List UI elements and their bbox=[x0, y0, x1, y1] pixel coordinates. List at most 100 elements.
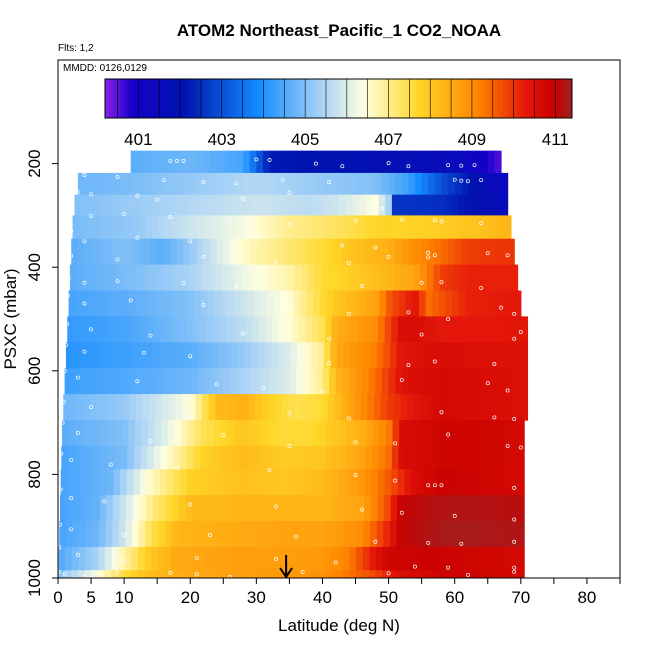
sample-point bbox=[141, 350, 146, 355]
heat-cell bbox=[469, 521, 477, 548]
heat-cell bbox=[469, 495, 478, 522]
heat-cell bbox=[491, 290, 499, 318]
heat-cell bbox=[329, 368, 337, 395]
heat-cell bbox=[270, 215, 279, 240]
heat-cell bbox=[170, 172, 178, 196]
heat-cell bbox=[249, 368, 257, 395]
heat-cell bbox=[326, 290, 334, 318]
heat-cell bbox=[116, 264, 124, 292]
heat-cell bbox=[424, 316, 432, 343]
heat-cell bbox=[403, 521, 411, 548]
heat-cell bbox=[229, 368, 238, 395]
heat-cell bbox=[249, 150, 257, 174]
colorbar-cell bbox=[120, 79, 125, 118]
heat-cell bbox=[157, 172, 165, 196]
heat-cell bbox=[397, 316, 406, 343]
heat-cell bbox=[247, 290, 255, 318]
heat-cell bbox=[303, 521, 312, 548]
heat-cell bbox=[286, 290, 294, 318]
sample-point bbox=[459, 178, 464, 183]
heat-cell bbox=[77, 570, 86, 578]
heat-cell bbox=[137, 238, 145, 266]
heat-cell bbox=[102, 264, 111, 292]
heat-cell bbox=[322, 150, 330, 174]
heat-cell bbox=[183, 368, 191, 395]
heat-cell bbox=[428, 546, 437, 571]
heat-cell bbox=[177, 150, 185, 174]
colorbar-cell bbox=[280, 79, 285, 118]
heat-cell bbox=[342, 546, 351, 571]
heat-cell bbox=[487, 150, 495, 174]
heat-cell bbox=[128, 290, 136, 318]
heat-cell bbox=[137, 368, 145, 395]
heat-cell bbox=[458, 290, 466, 318]
heat-cell bbox=[490, 316, 498, 343]
heat-cell bbox=[138, 521, 146, 548]
heat-cell bbox=[285, 469, 293, 496]
heat-cell bbox=[338, 469, 346, 496]
heat-cell bbox=[333, 290, 341, 318]
heat-cell bbox=[485, 420, 493, 447]
heat-cell bbox=[68, 420, 76, 447]
heat-cell bbox=[484, 194, 492, 216]
sample-point bbox=[280, 178, 285, 183]
colorbar-cell bbox=[260, 79, 266, 118]
heat-cell bbox=[163, 368, 171, 395]
heat-cell bbox=[475, 215, 484, 240]
heat-cell bbox=[187, 420, 195, 447]
heat-cell bbox=[482, 215, 490, 240]
heat-cell bbox=[219, 194, 228, 216]
colorbar-cell bbox=[412, 79, 417, 118]
heat-cell bbox=[122, 394, 131, 421]
heat-cell bbox=[415, 238, 423, 266]
heat-cell bbox=[192, 316, 201, 343]
heat-cell bbox=[435, 546, 443, 571]
heat-cell bbox=[299, 420, 308, 447]
colorbar-ticks: 401 403 405 407 409 411 bbox=[104, 78, 573, 149]
heat-cell bbox=[263, 546, 271, 571]
heat-cell bbox=[182, 394, 190, 421]
colorbar-cell bbox=[241, 79, 246, 118]
heat-cell bbox=[382, 546, 390, 571]
sample-point bbox=[452, 513, 457, 518]
heat-cell bbox=[206, 316, 214, 343]
colorbar-cell bbox=[392, 79, 398, 118]
sample-point bbox=[89, 405, 94, 410]
sample-markers bbox=[58, 157, 523, 578]
heat-cell bbox=[185, 495, 193, 522]
heat-cell bbox=[171, 342, 179, 369]
heat-cell bbox=[114, 445, 122, 470]
heat-cell bbox=[130, 238, 138, 266]
heat-cell bbox=[134, 290, 142, 318]
heat-cell bbox=[319, 194, 327, 216]
heat-cell bbox=[186, 469, 194, 496]
heat-cell bbox=[257, 546, 265, 571]
sample-point bbox=[58, 545, 62, 550]
heat-cell bbox=[119, 495, 127, 522]
heat-cell bbox=[188, 394, 197, 421]
heat-cell bbox=[302, 368, 310, 395]
heat-cell bbox=[141, 290, 149, 318]
heat-cell bbox=[486, 394, 494, 421]
colorbar-cell bbox=[326, 79, 332, 118]
heat-cell bbox=[395, 546, 404, 571]
heat-cell bbox=[167, 194, 175, 216]
heat-cell bbox=[270, 342, 279, 369]
heat-cell bbox=[79, 215, 87, 240]
heat-cell bbox=[153, 194, 162, 216]
colorbar-cell bbox=[291, 79, 297, 118]
heat-cell bbox=[157, 368, 165, 395]
sample-point bbox=[75, 375, 80, 380]
colorbar-cell bbox=[221, 79, 227, 118]
heat-cell bbox=[313, 420, 321, 447]
heat-cell bbox=[100, 445, 109, 470]
heat-cell bbox=[395, 238, 403, 266]
heat-cell bbox=[225, 469, 234, 496]
heat-cell bbox=[208, 264, 216, 292]
heat-cell bbox=[191, 521, 199, 548]
heat-cell bbox=[80, 469, 88, 496]
heat-cell bbox=[276, 570, 284, 578]
heat-cell bbox=[190, 570, 198, 578]
heat-cell bbox=[322, 368, 330, 395]
heat-cell bbox=[339, 420, 347, 447]
